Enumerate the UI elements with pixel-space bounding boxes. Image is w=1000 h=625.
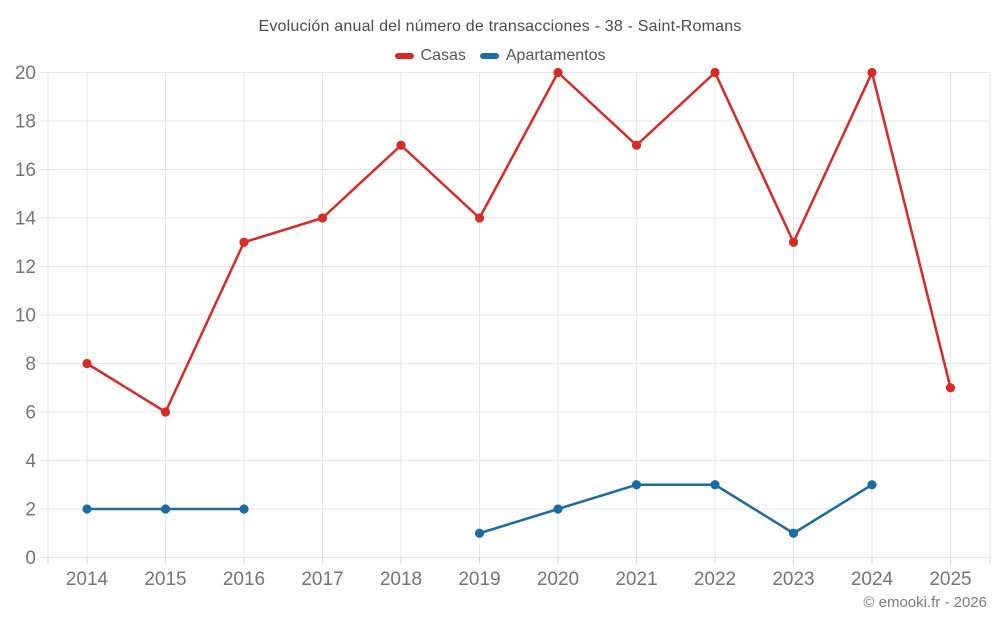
- x-axis-tick-label: 2023: [772, 569, 814, 590]
- apartamentos-legend-marker-icon: [479, 53, 499, 59]
- x-axis-tick-label: 2016: [223, 569, 265, 590]
- data-point-apartamentos[interactable]: [82, 504, 92, 514]
- legend: Casas Apartamentos: [0, 47, 1000, 65]
- legend-label-casas: Casas: [420, 47, 466, 64]
- data-point-casas[interactable]: [239, 237, 249, 247]
- data-point-apartamentos[interactable]: [631, 480, 642, 490]
- data-point-casas[interactable]: [631, 140, 642, 150]
- data-point-casas[interactable]: [553, 67, 563, 78]
- data-point-apartamentos[interactable]: [553, 504, 563, 514]
- data-point-apartamentos[interactable]: [710, 480, 720, 490]
- data-point-casas[interactable]: [82, 358, 92, 369]
- y-axis-tick-label: 12: [15, 257, 36, 278]
- data-point-casas[interactable]: [710, 67, 720, 78]
- y-axis-tick-label: 2: [25, 500, 36, 521]
- y-axis-tick-label: 14: [15, 209, 37, 230]
- data-point-casas[interactable]: [317, 213, 328, 223]
- casas-legend-marker-icon: [394, 53, 414, 59]
- x-axis-tick-label: 2017: [301, 569, 343, 590]
- data-point-casas[interactable]: [474, 213, 485, 223]
- data-point-apartamentos[interactable]: [474, 528, 485, 538]
- x-axis-tick-label: 2014: [66, 569, 109, 590]
- series-line-apartamentos: [478, 483, 874, 535]
- legend-item-apartamentos[interactable]: Apartamentos: [479, 47, 606, 65]
- y-axis-tick-label: 10: [15, 306, 36, 327]
- data-point-apartamentos[interactable]: [239, 504, 249, 514]
- x-axis-tick-label: 2015: [144, 569, 186, 590]
- y-axis-tick-label: 6: [25, 403, 36, 424]
- x-axis-tick-label: 2022: [694, 569, 736, 590]
- x-axis-tick-label: 2025: [929, 569, 971, 590]
- x-axis-tick-label: 2020: [537, 569, 579, 590]
- data-point-casas[interactable]: [788, 237, 799, 247]
- legend-item-casas[interactable]: Casas: [394, 47, 466, 65]
- data-point-casas[interactable]: [867, 67, 877, 78]
- data-point-apartamentos[interactable]: [867, 480, 877, 490]
- x-axis-tick-label: 2024: [851, 569, 894, 590]
- y-axis-tick-label: 0: [25, 548, 36, 569]
- series-line-casas: [85, 71, 952, 414]
- data-point-apartamentos[interactable]: [160, 504, 171, 514]
- y-axis-tick-label: 18: [15, 112, 36, 133]
- data-point-casas[interactable]: [945, 383, 956, 393]
- copyright-text: © emooki.fr - 2026: [863, 594, 987, 611]
- chart-title: Evolución anual del número de transaccio…: [258, 18, 742, 35]
- y-axis-tick-label: 16: [15, 160, 36, 181]
- data-point-casas[interactable]: [160, 407, 171, 417]
- data-point-apartamentos[interactable]: [788, 528, 799, 538]
- y-axis-tick-label: 20: [15, 63, 36, 84]
- y-axis-tick-label: 8: [25, 354, 36, 375]
- y-axis-tick-label: 4: [25, 451, 36, 472]
- data-point-casas[interactable]: [396, 140, 406, 150]
- x-axis-tick-label: 2021: [615, 569, 657, 590]
- x-axis-tick-label: 2018: [380, 569, 422, 590]
- x-axis-tick-label: 2019: [458, 569, 500, 590]
- legend-label-apartamentos: Apartamentos: [505, 47, 606, 64]
